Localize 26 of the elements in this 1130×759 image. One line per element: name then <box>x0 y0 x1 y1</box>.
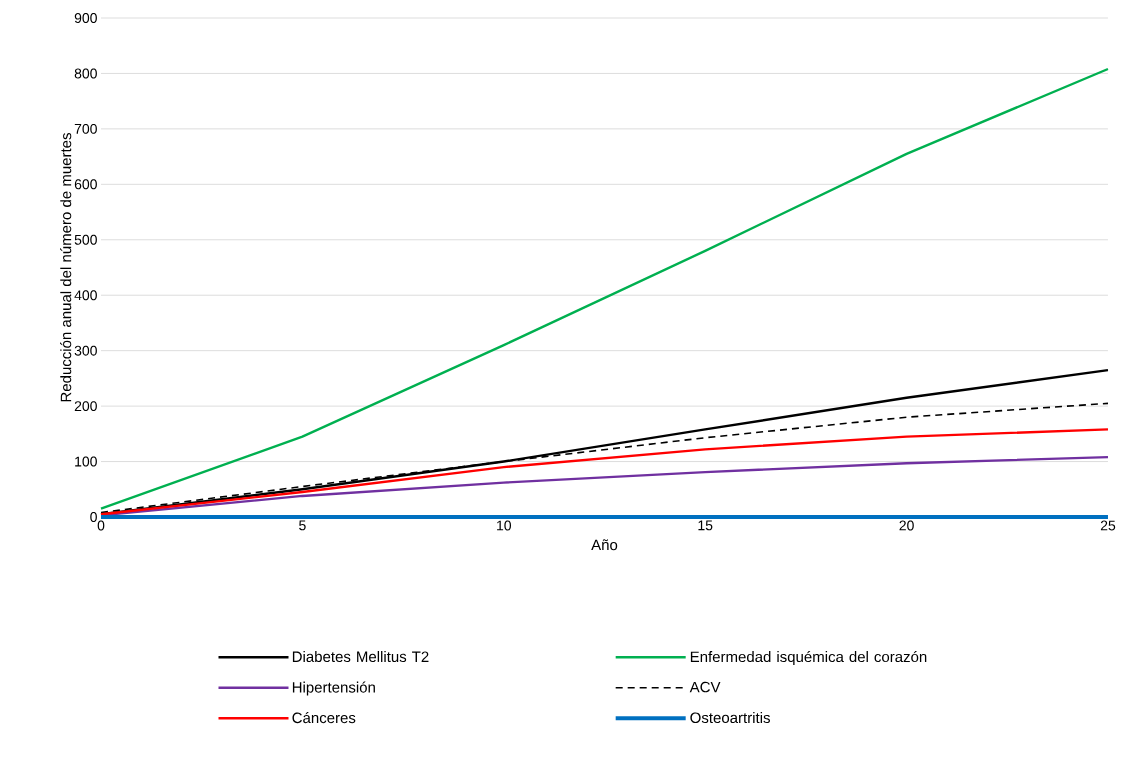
y-tick-label: 200 <box>74 401 97 412</box>
x-tick-label: 15 <box>698 520 713 531</box>
y-tick-label: 700 <box>74 123 97 134</box>
y-tick-label: 100 <box>75 456 97 467</box>
y-tick-label: 400 <box>74 290 97 301</box>
legend-label: Enfermedad isquémica del corazón <box>690 650 927 666</box>
line-series <box>99 428 1110 516</box>
y-tick-label: 800 <box>74 68 97 79</box>
line-series <box>99 67 1110 510</box>
legend-label: Cánceres <box>292 711 356 724</box>
legend-label: Diabetes Mellitus T2 <box>292 651 429 663</box>
x-axis-title: Año <box>591 539 618 551</box>
x-tick-label: 25 <box>1100 520 1116 531</box>
y-tick-label: 300 <box>74 345 97 356</box>
y-tick-label: 0 <box>90 512 97 522</box>
x-tick-label: 20 <box>899 520 914 531</box>
x-tick-label: 5 <box>299 520 306 531</box>
y-tick-label: 600 <box>74 179 97 190</box>
legend-label: Osteoartritis <box>690 712 770 724</box>
legend-label: ACV <box>689 681 721 693</box>
legend-label: Hipertensión <box>292 681 375 696</box>
y-tick-label: 500 <box>74 234 97 245</box>
y-axis-title: Reducción anual del número de muertes <box>60 133 72 402</box>
y-tick-label: 900 <box>74 13 97 23</box>
x-tick-label: 0 <box>97 520 105 531</box>
x-tick-label: 10 <box>497 520 512 531</box>
